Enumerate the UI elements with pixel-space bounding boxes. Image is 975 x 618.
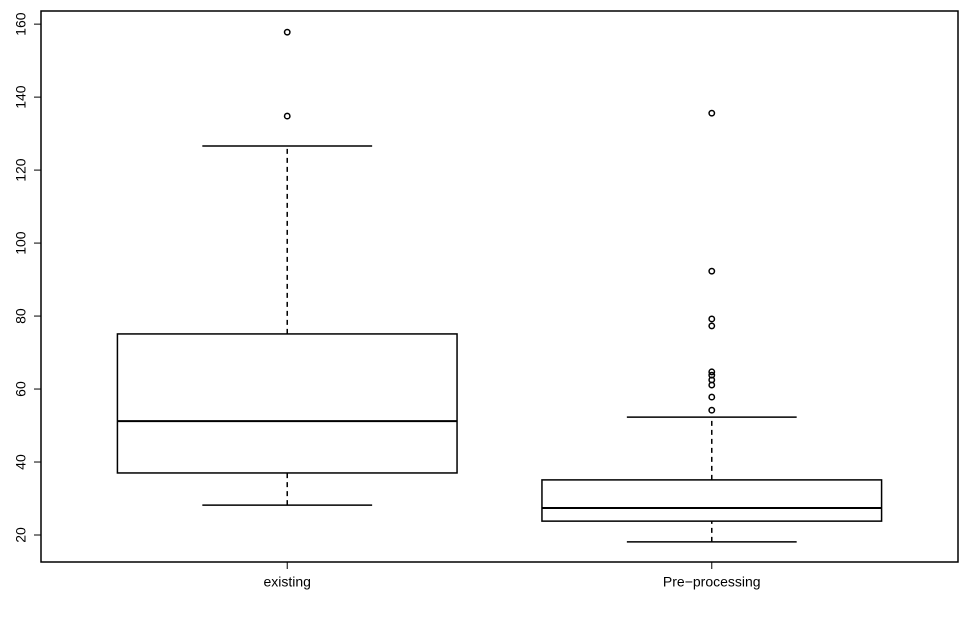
x-tick-label: Pre−processing bbox=[663, 574, 761, 590]
y-tick-label: 40 bbox=[13, 454, 29, 470]
outlier bbox=[708, 368, 716, 376]
y-tick-label: 120 bbox=[13, 158, 29, 182]
outlier bbox=[708, 406, 716, 414]
outlier bbox=[708, 315, 716, 323]
outlier bbox=[708, 322, 716, 330]
outlier bbox=[708, 393, 716, 401]
box bbox=[541, 479, 883, 522]
box bbox=[116, 333, 458, 474]
plot-frame bbox=[40, 10, 959, 563]
y-tick-label: 140 bbox=[13, 85, 29, 109]
y-tick-label: 100 bbox=[13, 231, 29, 255]
outlier bbox=[283, 112, 291, 120]
x-tick-label: existing bbox=[263, 574, 310, 590]
y-tick-label: 80 bbox=[13, 308, 29, 324]
y-tick-label: 60 bbox=[13, 381, 29, 397]
outlier bbox=[283, 28, 291, 36]
y-tick-label: 160 bbox=[13, 12, 29, 36]
outlier bbox=[708, 109, 716, 117]
outlier bbox=[708, 267, 716, 275]
outlier bbox=[708, 381, 716, 389]
y-tick-label: 20 bbox=[13, 527, 29, 543]
